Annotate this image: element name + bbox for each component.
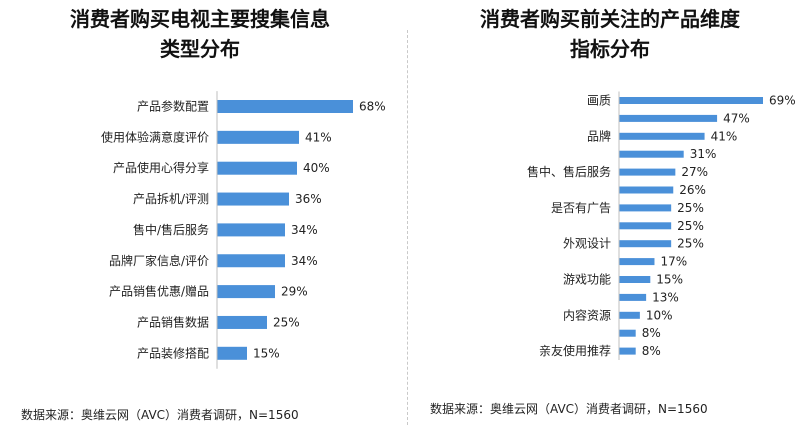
- category-label: 亲友使用推荐: [539, 343, 611, 358]
- value-label: 41%: [711, 129, 738, 143]
- bar: [619, 329, 636, 337]
- category-label: 品牌厂家信息/评价: [109, 253, 209, 268]
- value-label: 25%: [677, 237, 704, 251]
- value-label: 8%: [642, 344, 661, 358]
- value-label: 10%: [646, 308, 673, 322]
- left-chart-title-line-1: 消费者购买电视主要搜集信息: [70, 7, 330, 31]
- value-label: 31%: [690, 147, 717, 161]
- category-label: 售中/售后服务: [133, 222, 209, 237]
- right-chart-title-line-1: 消费者购买前关注的产品维度: [480, 7, 740, 31]
- value-label: 68%: [359, 100, 386, 114]
- value-label: 34%: [291, 254, 318, 268]
- category-label: 外观设计: [563, 237, 611, 251]
- bar: [619, 114, 718, 122]
- bar: [217, 223, 285, 237]
- category-label: 游戏功能: [563, 273, 611, 287]
- left-chart-title: 消费者购买电视主要搜集信息 类型分布: [0, 4, 400, 64]
- category-label: 是否有广告: [551, 201, 611, 215]
- bar: [217, 100, 353, 113]
- bar: [619, 186, 674, 194]
- value-label: 41%: [305, 130, 332, 144]
- left-source-note: 数据来源：奥维云网（AVC）消费者调研，N=1560: [21, 408, 299, 422]
- value-label: 69%: [769, 94, 796, 108]
- category-label: 产品销售数据: [137, 314, 209, 329]
- category-label: 品牌: [587, 129, 611, 143]
- bar: [619, 293, 647, 301]
- bar: [619, 276, 651, 283]
- left-bar-chart: 68% 产品参数配置 41% 使用体验满意度评价 40% 产品使用心得分享 36% 产品拆机/…: [101, 91, 386, 369]
- right-bar-chart: 69% 画质 47% 41% 品牌 31% 27% 售中、售后服务 26% 25% 是否有广告 25%…: [527, 91, 796, 361]
- bar: [619, 222, 672, 230]
- value-label: 17%: [660, 255, 687, 269]
- value-label: 29%: [281, 285, 308, 299]
- category-label: 画质: [587, 94, 611, 108]
- right-chart-title-line-2: 指标分布: [570, 37, 650, 61]
- category-label: 产品参数配置: [137, 99, 209, 114]
- bar: [619, 347, 636, 355]
- bar: [619, 240, 672, 248]
- bar: [619, 132, 705, 140]
- value-label: 15%: [253, 346, 280, 360]
- right-source-note: 数据来源：奥维云网（AVC）消费者调研，N=1560: [430, 402, 708, 416]
- category-label: 产品销售优惠/赠品: [109, 284, 209, 299]
- bar: [619, 311, 640, 319]
- value-label: 25%: [677, 219, 704, 233]
- panel-divider: [407, 30, 408, 425]
- value-label: 25%: [273, 315, 300, 329]
- bar: [619, 204, 672, 212]
- value-label: 26%: [679, 183, 706, 197]
- value-label: 36%: [295, 192, 322, 206]
- bar: [217, 161, 297, 175]
- bar: [217, 254, 285, 268]
- category-label: 产品拆机/评测: [133, 191, 209, 206]
- bar: [619, 258, 655, 266]
- left-chart-panel: 消费者购买电视主要搜集信息 类型分布 68% 产品参数配置 41% 使用体验满意度评价…: [0, 4, 400, 422]
- bar: [619, 168, 676, 176]
- left-chart-title-line-2: 类型分布: [160, 37, 240, 61]
- value-label: 34%: [291, 223, 318, 237]
- bar: [217, 285, 275, 299]
- category-label: 产品装修搭配: [137, 345, 209, 360]
- value-label: 13%: [652, 290, 679, 304]
- value-label: 27%: [681, 165, 708, 179]
- bar: [217, 346, 247, 360]
- value-label: 15%: [656, 273, 683, 287]
- bar: [217, 315, 267, 329]
- bar: [217, 192, 289, 206]
- right-chart-panel: 消费者购买前关注的产品维度 指标分布 69% 画质 47% 41% 品牌 31% 27% 售中…: [420, 0, 800, 433]
- category-label: 售中、售后服务: [527, 164, 611, 179]
- bar: [217, 130, 299, 144]
- category-label: 产品使用心得分享: [113, 160, 209, 175]
- value-label: 25%: [677, 201, 704, 215]
- bar: [619, 97, 763, 104]
- right-chart-title: 消费者购买前关注的产品维度 指标分布: [420, 4, 800, 64]
- category-label: 内容资源: [563, 307, 611, 322]
- bar: [619, 150, 684, 158]
- value-label: 40%: [303, 161, 330, 175]
- value-label: 47%: [723, 111, 750, 125]
- value-label: 8%: [642, 326, 661, 340]
- category-label: 使用体验满意度评价: [101, 129, 209, 144]
